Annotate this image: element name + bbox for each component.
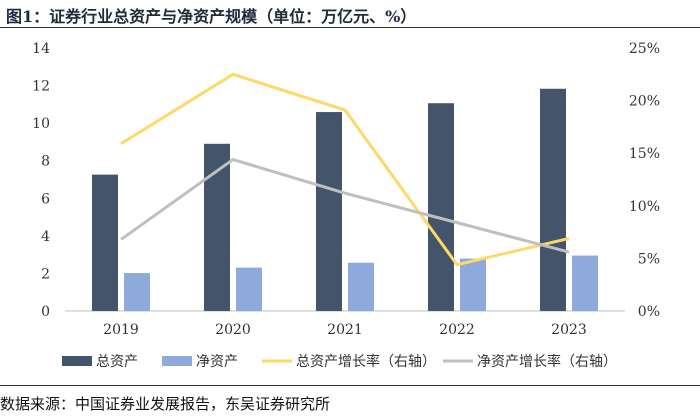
figure-title: 图1：证券行业总资产与净资产规模（单位：万亿元、%）	[6, 7, 417, 26]
bar-0-0	[92, 174, 118, 311]
left-axis-tick-label: 14	[32, 41, 50, 57]
legend-label-0: 总资产	[96, 354, 138, 370]
bar-0-4	[540, 88, 566, 311]
bar-1-1	[236, 267, 262, 311]
left-axis-tick-label: 2	[41, 266, 50, 282]
bar-1-0	[124, 273, 150, 311]
line-series-1	[120, 157, 570, 254]
right-axis-tick-label: 25%	[629, 41, 660, 57]
legend-swatch-1	[162, 356, 192, 366]
chart: 0 2 4 6 8 10 12 14 0% 5% 10% 15% 20% 25% 2019 2020 2021 2…	[32, 41, 660, 370]
left-axis-tick-label: 4	[41, 229, 50, 245]
bar-1-2	[348, 262, 374, 311]
data-source: 数据来源：中国证券业发展报告，东吴证券研究所	[0, 395, 331, 413]
right-axis-tick-label: 15%	[629, 146, 660, 162]
bar-1-3	[460, 258, 486, 311]
x-axis-tick-label: 2021	[327, 322, 363, 338]
x-axis-tick-label: 2023	[551, 322, 587, 338]
legend-label-2: 总资产增长率（右轴）	[296, 353, 436, 370]
bar-0-2	[316, 112, 342, 311]
title-divider	[0, 27, 700, 28]
left-axis-tick-label: 0	[41, 304, 50, 320]
x-axis-tick-label: 2020	[215, 322, 251, 338]
legend-swatch-0	[62, 356, 92, 366]
right-axis-tick-label: 5%	[638, 251, 660, 267]
bar-0-1	[204, 143, 230, 311]
right-axis-tick-label: 0%	[638, 304, 660, 320]
x-axis-tick-label: 2019	[103, 322, 139, 338]
line-series-0	[120, 72, 570, 267]
left-axis-tick-label: 12	[32, 79, 50, 95]
bar-0-3	[428, 103, 454, 311]
bar-1-4	[572, 255, 598, 311]
x-axis-tick-label: 2022	[439, 322, 475, 338]
left-axis-tick-label: 6	[41, 191, 50, 207]
left-axis-tick-label: 8	[41, 154, 50, 170]
source-divider	[0, 385, 700, 386]
right-axis-tick-label: 20%	[629, 94, 660, 110]
right-axis-tick-label: 10%	[629, 199, 660, 215]
legend-label-1: 净资产	[196, 354, 238, 370]
legend-label-3: 净资产增长率（右轴）	[477, 353, 617, 370]
left-axis-tick-label: 10	[32, 116, 50, 132]
